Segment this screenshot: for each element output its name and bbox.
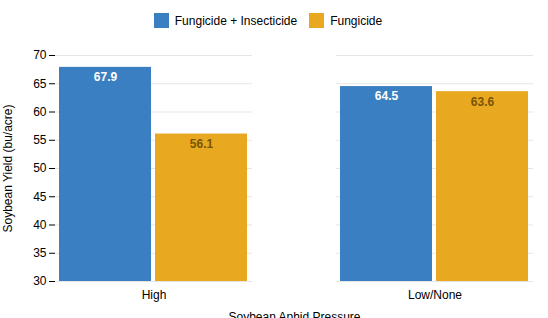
svg-text:50: 50 [33,161,47,175]
svg-text:45: 45 [33,190,47,204]
svg-text:55: 55 [33,133,47,147]
svg-text:63.6: 63.6 [471,95,495,109]
svg-text:40: 40 [33,218,47,232]
svg-text:High: High [142,288,167,302]
svg-text:56.1: 56.1 [190,137,214,151]
svg-text:64.5: 64.5 [375,89,399,103]
svg-text:65: 65 [33,77,47,91]
svg-text:67.9: 67.9 [94,70,118,84]
svg-text:70: 70 [33,48,47,62]
svg-text:Soybean Aphid Pressure: Soybean Aphid Pressure [228,310,360,318]
html-text:Fungicide: Fungicide [330,13,383,28]
html-text:Fungicide + Insecticide: Fungicide + Insecticide [174,13,298,28]
svg-text:30: 30 [33,274,47,288]
svg-text:Low/None: Low/None [408,288,462,302]
svg-text:35: 35 [33,246,47,260]
svg-text:Soybean Yield (bu/acre): Soybean Yield (bu/acre) [1,104,15,232]
svg-text:60: 60 [33,105,47,119]
